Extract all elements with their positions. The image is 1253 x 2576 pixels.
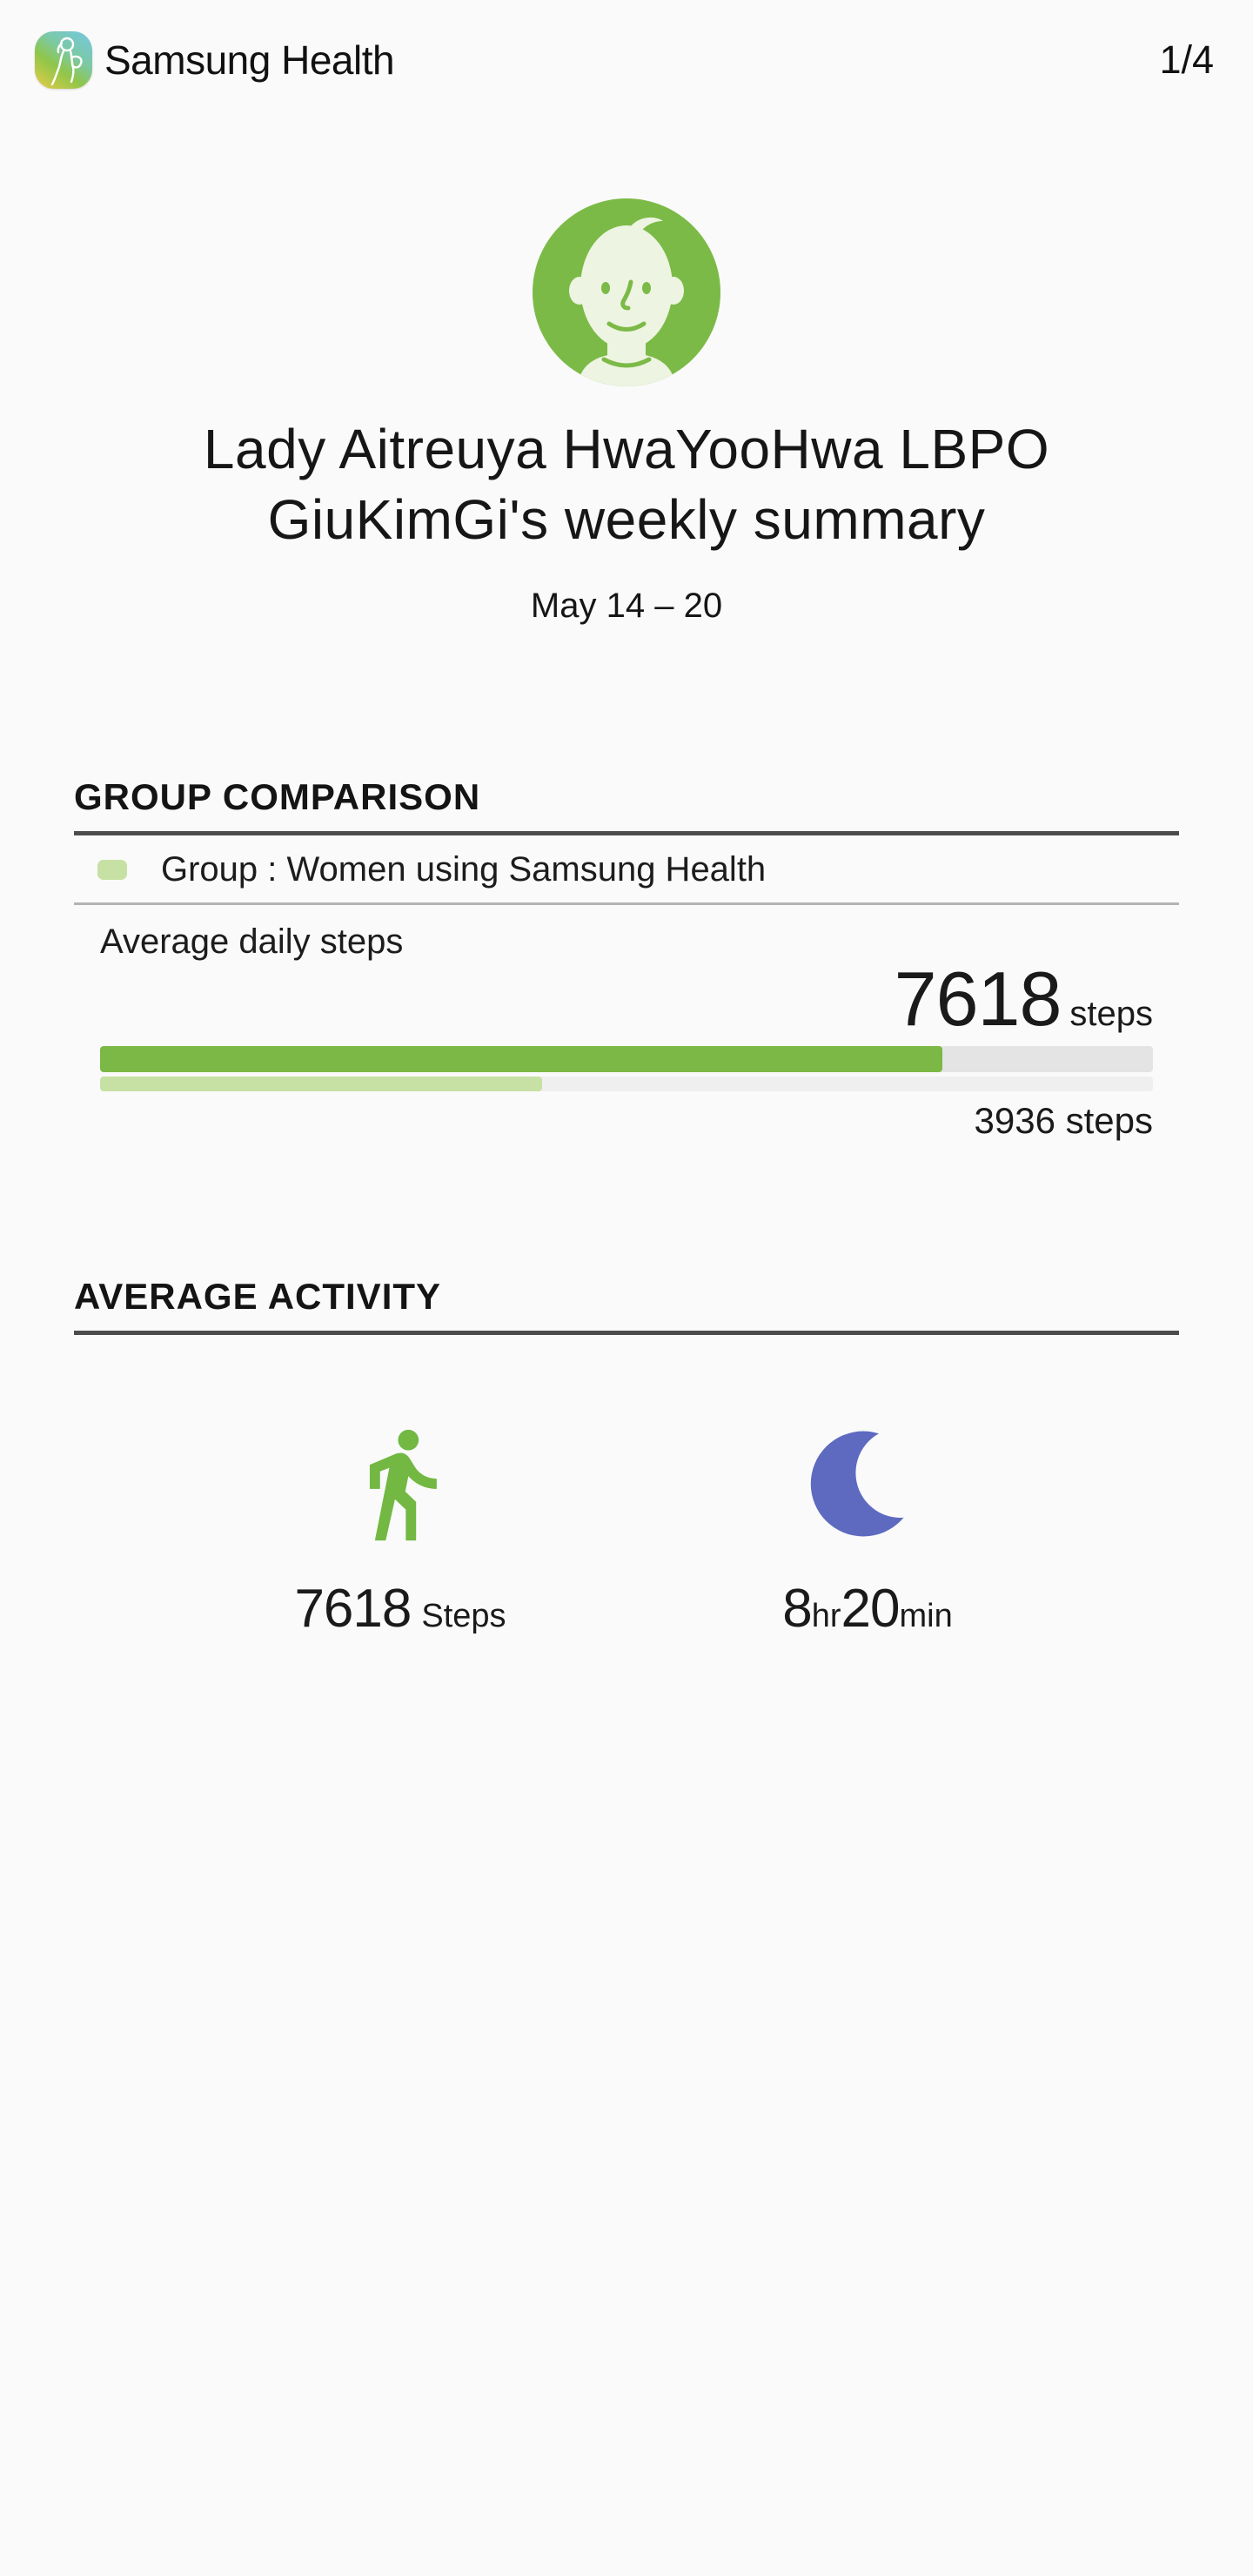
group-steps-value: 3936 steps bbox=[974, 1100, 1154, 1141]
group-comparison-title: GROUP COMPARISON bbox=[74, 776, 481, 817]
profile-avatar bbox=[533, 198, 720, 386]
samsung-health-logo-icon bbox=[35, 31, 92, 89]
group-steps-bar bbox=[100, 1077, 1153, 1091]
summary-title-line2: GiuKimGi's weekly summary bbox=[267, 488, 986, 551]
activity-sleep-item: 8hr20min bbox=[782, 1419, 953, 1638]
group-steps-bar-fill bbox=[100, 1077, 543, 1091]
user-steps-bar-fill bbox=[100, 1046, 942, 1072]
sleep-minutes: 20 bbox=[841, 1579, 901, 1639]
sleep-hours: 8 bbox=[782, 1579, 812, 1639]
section-divider bbox=[74, 831, 1179, 835]
sleep-minutes-unit: min bbox=[899, 1598, 953, 1634]
user-steps-number: 7618 bbox=[894, 956, 1062, 1042]
user-steps-bar bbox=[100, 1046, 1153, 1072]
steps-comparison: Average daily steps 7618 steps 3936 steps bbox=[100, 919, 1153, 1145]
activity-steps-item: 7618 Steps bbox=[294, 1419, 506, 1638]
section-divider bbox=[74, 1331, 1179, 1335]
running-man-icon bbox=[369, 1429, 437, 1541]
legend-row: Group : Women using Samsung Health bbox=[74, 835, 1179, 905]
legend-label: Group : Women using Samsung Health bbox=[161, 850, 767, 889]
crescent-moon-icon bbox=[810, 1431, 916, 1537]
app-title: Samsung Health bbox=[104, 37, 395, 83]
summary-title-line1: Lady Aitreuya HwaYooHwa LBPO bbox=[203, 418, 1050, 480]
legend-swatch bbox=[97, 860, 127, 880]
average-activity-title: AVERAGE ACTIVITY bbox=[74, 1276, 442, 1317]
average-activity-section: AVERAGE ACTIVITY bbox=[74, 1276, 1179, 1335]
activity-steps-value: 7618 Steps bbox=[294, 1580, 506, 1638]
activity-row: 7618 Steps 8hr20min bbox=[0, 1419, 1253, 1662]
avatar-face-icon bbox=[569, 217, 684, 386]
group-comparison-section: GROUP COMPARISON Group : Women using Sam… bbox=[74, 776, 1179, 905]
sleep-hours-unit: hr bbox=[811, 1598, 841, 1634]
user-steps-value: 7618 steps bbox=[895, 959, 1153, 1039]
user-steps-unit: steps bbox=[1069, 995, 1153, 1033]
date-range: May 14 – 20 bbox=[530, 587, 723, 625]
page-indicator: 1/4 bbox=[1159, 37, 1214, 82]
steps-number: 7618 bbox=[294, 1579, 412, 1639]
steps-unit: Steps bbox=[421, 1598, 506, 1634]
summary-title: Lady Aitreuya HwaYooHwa LBPO GiuKimGi's … bbox=[61, 414, 1192, 555]
metric-label: Average daily steps bbox=[100, 922, 404, 961]
activity-sleep-value: 8hr20min bbox=[782, 1580, 952, 1638]
app-header: Samsung Health 1/4 bbox=[35, 31, 1214, 89]
